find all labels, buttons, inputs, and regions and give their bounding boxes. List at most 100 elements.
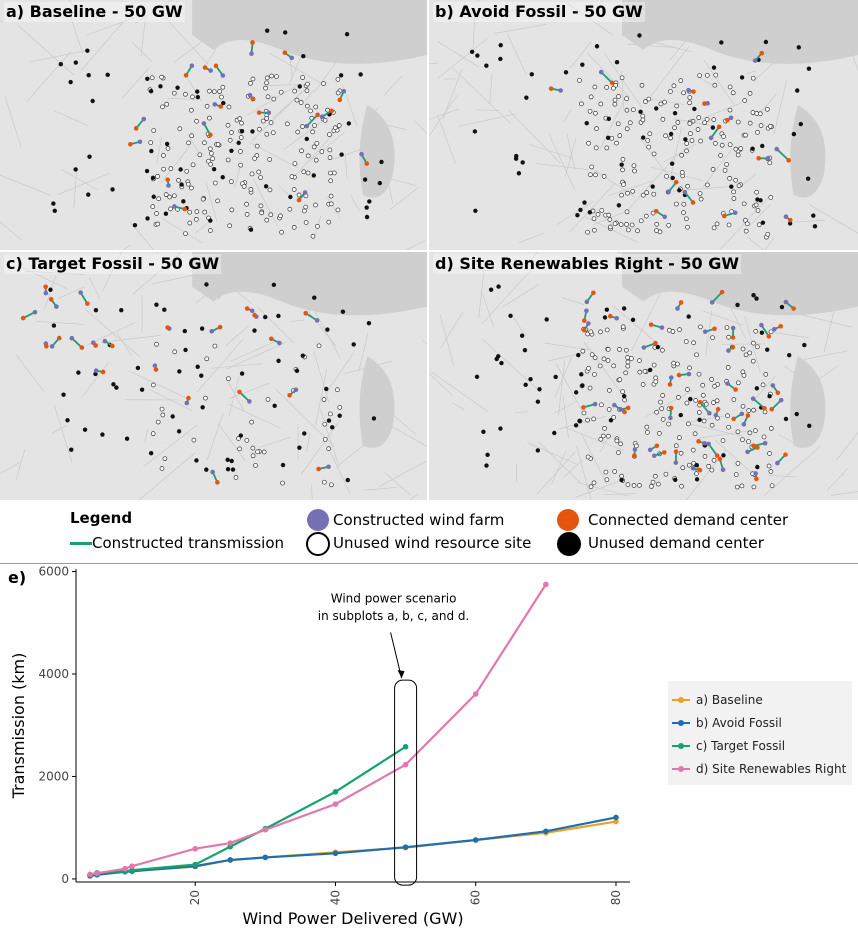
wind-farm: [726, 348, 731, 353]
connected-demand-center: [237, 390, 242, 395]
unused-wind-site: [688, 96, 692, 100]
connected-demand-center: [654, 209, 659, 214]
wind-farm: [751, 396, 756, 401]
wind-farm: [648, 448, 653, 453]
unused-demand-center: [204, 467, 208, 471]
unused-wind-site: [590, 165, 594, 169]
unused-wind-site: [165, 102, 169, 106]
unused-wind-site: [266, 95, 270, 99]
unused-wind-site: [625, 108, 629, 112]
unused-wind-site: [598, 330, 602, 334]
connected-demand-center: [731, 345, 736, 350]
unused-wind-site: [690, 139, 694, 143]
unused-wind-site: [605, 478, 609, 482]
connected-demand-center: [134, 126, 139, 131]
unused-wind-site: [720, 143, 724, 147]
unused-demand-center: [576, 353, 580, 357]
x-tick-label: 40: [328, 890, 342, 905]
unused-demand-center: [367, 199, 371, 203]
connected-demand-center: [85, 301, 90, 306]
unused-wind-site: [652, 363, 656, 367]
unused-wind-site: [242, 184, 246, 188]
unused-wind-site: [698, 192, 702, 196]
wind-farm: [753, 58, 758, 63]
unused-wind-site: [615, 439, 619, 443]
unused-wind-site: [607, 407, 611, 411]
wind-farm: [707, 411, 712, 416]
unused-wind-site: [600, 208, 604, 212]
unused-wind-site: [725, 162, 729, 166]
wind-farm: [202, 121, 207, 126]
unused-demand-center: [523, 348, 527, 352]
connected-demand-center: [698, 400, 703, 405]
unused-demand-center: [365, 215, 369, 219]
unused-wind-site: [664, 472, 668, 476]
wind-farm: [618, 407, 623, 412]
unused-demand-center: [807, 67, 811, 71]
unused-demand-center: [622, 394, 626, 398]
wind-farm: [702, 441, 707, 446]
connected-demand-center: [679, 300, 684, 305]
unused-demand-center: [114, 385, 118, 389]
unused-demand-center: [671, 176, 675, 180]
unused-wind-site: [747, 409, 751, 413]
unused-wind-site: [201, 197, 205, 201]
wind-farm: [593, 402, 598, 407]
unused-demand-center: [795, 88, 799, 92]
connected-demand-center: [767, 334, 772, 339]
unused-wind-site: [620, 193, 624, 197]
unused-wind-site: [292, 188, 296, 192]
connected-demand-center: [250, 40, 255, 45]
connected-demand-center: [778, 324, 783, 329]
unused-wind-site: [329, 483, 333, 487]
unused-wind-site: [715, 399, 719, 403]
unused-wind-site: [765, 107, 769, 111]
unused-wind-site: [295, 98, 299, 102]
unused-demand-center: [473, 209, 477, 213]
unused-wind-site: [186, 182, 190, 186]
unused-wind-site: [713, 141, 717, 145]
unused-wind-site: [688, 101, 692, 105]
unused-demand-center: [252, 328, 256, 332]
unused-demand-center: [87, 154, 91, 158]
unused-wind-site: [311, 130, 315, 134]
unused-wind-site: [259, 176, 263, 180]
unused-wind-site: [694, 472, 698, 476]
wind-farm: [585, 300, 590, 305]
data-point: [333, 801, 339, 807]
unused-wind-site: [315, 141, 319, 145]
unused-demand-center: [755, 386, 759, 390]
wind-farm: [304, 124, 309, 129]
unused-wind-site: [328, 148, 332, 152]
unused-wind-site: [698, 74, 702, 78]
unused-wind-site: [655, 222, 659, 226]
map-panel-c: c) Target Fossil - 50 GW: [0, 252, 427, 500]
unused-wind-site: [219, 95, 223, 99]
unused-demand-center: [605, 307, 609, 311]
unused-wind-site: [743, 218, 747, 222]
unused-wind-site: [184, 232, 188, 236]
unused-demand-center: [580, 62, 584, 66]
unused-demand-center: [485, 453, 489, 457]
unused-demand-center: [94, 308, 98, 312]
connected-demand-center: [184, 73, 189, 78]
wind-farm: [221, 73, 226, 78]
connected-demand-center: [203, 65, 208, 70]
unused-wind-site: [613, 469, 617, 473]
unused-wind-site: [682, 91, 686, 95]
unused-wind-site: [613, 98, 617, 102]
unused-wind-site: [728, 108, 732, 112]
unused-demand-center: [544, 317, 548, 321]
annotation-text-line2: in subplots a, b, c, and d.: [318, 609, 470, 623]
unused-wind-site: [328, 412, 332, 416]
unused-wind-site: [701, 393, 705, 397]
unused-wind-site: [743, 99, 747, 103]
unused-wind-site: [266, 397, 270, 401]
unused-wind-site: [593, 85, 597, 89]
unused-demand-center: [712, 65, 716, 69]
unused-wind-site: [288, 207, 292, 211]
wind-farm: [733, 210, 738, 215]
unused-wind-site: [228, 138, 232, 142]
wind-farm: [584, 309, 589, 314]
unused-wind-site: [588, 173, 592, 177]
